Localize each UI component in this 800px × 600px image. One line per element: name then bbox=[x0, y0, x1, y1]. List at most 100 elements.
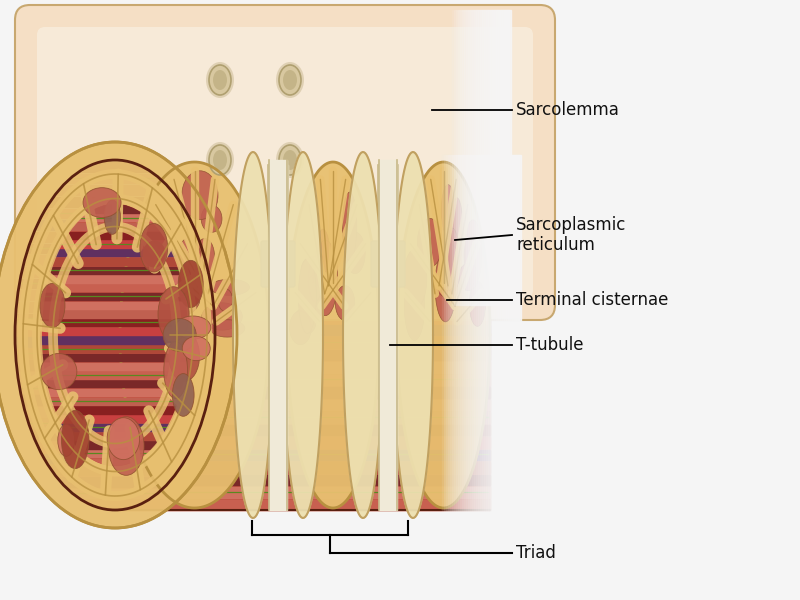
Bar bbox=[378, 165, 398, 260]
Ellipse shape bbox=[182, 337, 210, 361]
Ellipse shape bbox=[107, 418, 140, 460]
Ellipse shape bbox=[464, 220, 482, 286]
Bar bbox=[490, 155, 493, 515]
Bar bbox=[464, 10, 467, 305]
Bar bbox=[15, 349, 215, 358]
Bar bbox=[15, 442, 215, 452]
Bar bbox=[15, 454, 215, 463]
Bar bbox=[498, 10, 501, 305]
Bar bbox=[40, 328, 190, 335]
Bar bbox=[508, 10, 511, 305]
Bar bbox=[15, 395, 215, 405]
Bar bbox=[15, 290, 215, 300]
Ellipse shape bbox=[294, 307, 316, 335]
Bar bbox=[115, 212, 490, 223]
Text: Sarcoplasmic
reticulum: Sarcoplasmic reticulum bbox=[516, 215, 626, 254]
Bar bbox=[514, 155, 517, 515]
Bar bbox=[115, 450, 490, 460]
Ellipse shape bbox=[108, 417, 144, 475]
Text: Sarcolemma: Sarcolemma bbox=[516, 101, 620, 119]
Bar bbox=[15, 337, 215, 347]
Ellipse shape bbox=[175, 316, 210, 339]
Ellipse shape bbox=[41, 353, 77, 389]
Bar bbox=[494, 155, 497, 515]
Ellipse shape bbox=[451, 198, 463, 265]
Bar bbox=[472, 10, 475, 305]
Bar bbox=[480, 155, 483, 515]
Bar bbox=[115, 300, 490, 310]
Bar bbox=[40, 205, 190, 213]
Bar bbox=[40, 354, 190, 361]
Ellipse shape bbox=[435, 250, 456, 322]
Bar bbox=[506, 155, 509, 515]
Bar bbox=[15, 325, 215, 335]
Ellipse shape bbox=[178, 260, 203, 308]
Bar bbox=[15, 302, 215, 311]
Bar bbox=[446, 155, 449, 515]
Bar bbox=[40, 371, 190, 379]
Text: Terminal cisternae: Terminal cisternae bbox=[516, 291, 668, 309]
Bar bbox=[115, 160, 490, 510]
Bar bbox=[478, 10, 481, 305]
Ellipse shape bbox=[62, 410, 89, 469]
Bar bbox=[115, 475, 490, 485]
Bar bbox=[15, 278, 215, 289]
Bar bbox=[15, 244, 215, 253]
Bar bbox=[40, 380, 190, 388]
Ellipse shape bbox=[104, 200, 121, 235]
Bar bbox=[115, 237, 490, 247]
Ellipse shape bbox=[169, 331, 199, 382]
Ellipse shape bbox=[470, 281, 486, 326]
Bar bbox=[40, 389, 190, 396]
Bar bbox=[40, 450, 190, 457]
Polygon shape bbox=[283, 152, 323, 518]
Bar bbox=[40, 223, 190, 230]
Bar bbox=[474, 10, 477, 305]
Ellipse shape bbox=[458, 263, 478, 290]
Bar bbox=[484, 155, 487, 515]
Bar bbox=[115, 500, 490, 510]
Bar bbox=[40, 258, 190, 265]
Ellipse shape bbox=[136, 258, 173, 308]
Ellipse shape bbox=[140, 223, 168, 272]
Ellipse shape bbox=[218, 289, 233, 311]
Bar bbox=[488, 10, 491, 305]
Bar bbox=[482, 155, 485, 515]
Ellipse shape bbox=[15, 160, 215, 510]
Bar bbox=[476, 10, 479, 305]
Bar bbox=[468, 155, 471, 515]
Bar bbox=[40, 241, 190, 248]
Bar bbox=[464, 155, 467, 515]
Bar bbox=[470, 155, 473, 515]
Bar bbox=[506, 10, 509, 305]
Bar bbox=[468, 10, 471, 305]
Bar bbox=[15, 267, 215, 277]
Ellipse shape bbox=[206, 62, 234, 98]
Bar bbox=[510, 155, 513, 515]
Bar bbox=[488, 155, 491, 515]
Ellipse shape bbox=[40, 283, 65, 328]
Bar bbox=[115, 462, 490, 473]
Bar bbox=[115, 162, 490, 173]
Ellipse shape bbox=[83, 188, 121, 217]
Bar bbox=[115, 412, 490, 422]
Ellipse shape bbox=[202, 303, 242, 330]
Bar bbox=[40, 284, 190, 292]
Bar bbox=[40, 459, 190, 466]
Bar bbox=[460, 155, 463, 515]
Bar bbox=[454, 155, 457, 515]
Bar bbox=[480, 10, 483, 305]
Ellipse shape bbox=[308, 257, 322, 302]
Ellipse shape bbox=[315, 229, 330, 294]
Ellipse shape bbox=[442, 185, 455, 237]
Bar bbox=[496, 155, 499, 515]
Ellipse shape bbox=[283, 70, 297, 90]
Bar bbox=[115, 200, 490, 210]
Polygon shape bbox=[120, 162, 269, 508]
Bar bbox=[115, 275, 490, 285]
Ellipse shape bbox=[164, 342, 187, 398]
Bar bbox=[454, 10, 457, 305]
Ellipse shape bbox=[376, 250, 400, 270]
Ellipse shape bbox=[163, 319, 196, 352]
Bar bbox=[448, 155, 451, 515]
